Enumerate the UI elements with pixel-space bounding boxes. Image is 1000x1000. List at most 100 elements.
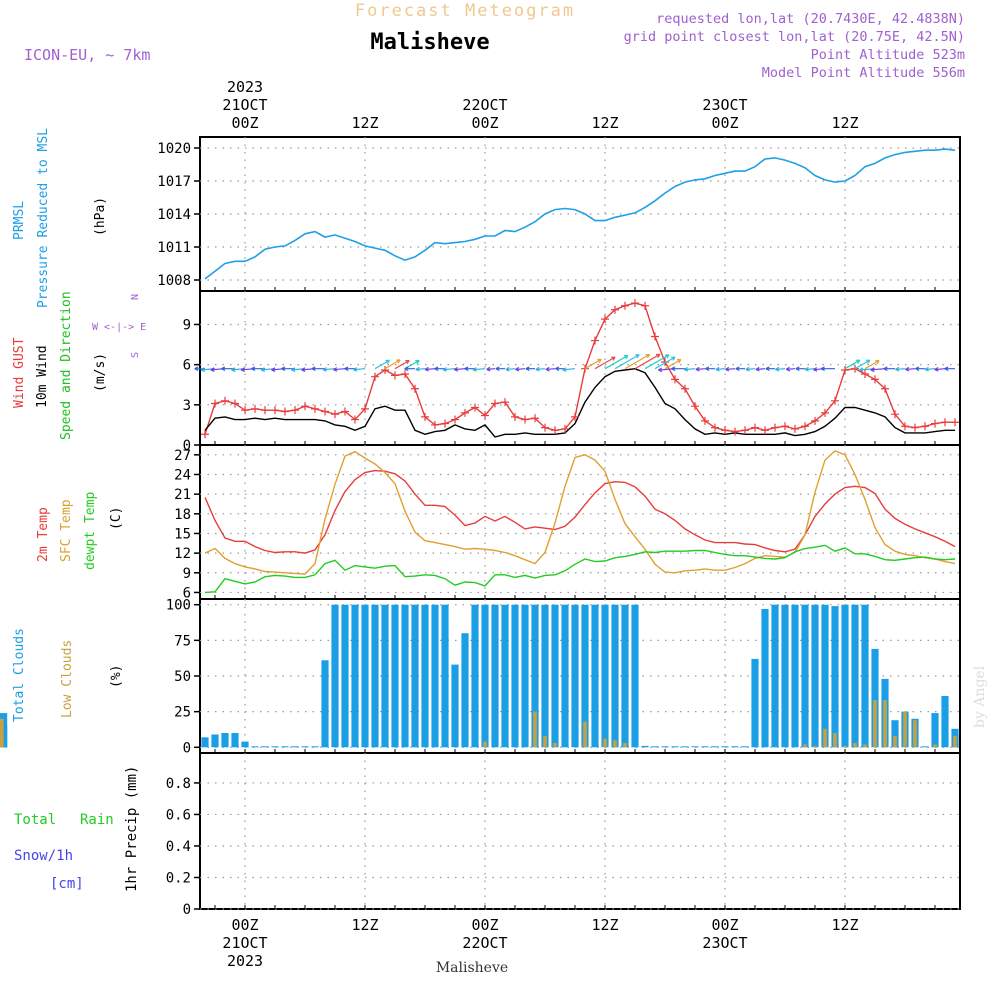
temp-ytick-label: 18 bbox=[174, 507, 191, 523]
wind-arrow bbox=[934, 366, 946, 372]
gust-marker bbox=[211, 399, 219, 408]
wind-arrow bbox=[775, 366, 786, 372]
gust-marker bbox=[771, 423, 779, 432]
legend-total: Total bbox=[14, 812, 56, 828]
wind-arrow bbox=[644, 354, 670, 370]
gust-marker bbox=[601, 315, 609, 324]
pressure-panel: PRMSL Pressure Reduced to MSL (hPa) 1008… bbox=[12, 128, 961, 308]
total-cloud-bar bbox=[281, 746, 289, 748]
gust-marker bbox=[461, 408, 469, 417]
total-cloud-bar bbox=[551, 604, 559, 748]
footer-location: Malisheve bbox=[436, 960, 508, 976]
total-cloud-bar bbox=[651, 746, 659, 748]
gust-marker bbox=[521, 415, 529, 424]
bottom-axis-label: 12Z bbox=[591, 916, 618, 934]
temp-ylabel: (C) bbox=[109, 507, 124, 530]
wind-arrow bbox=[695, 366, 706, 372]
total-cloud-bar bbox=[531, 604, 539, 748]
total-cloud-bar bbox=[291, 746, 299, 748]
total-cloud-bar bbox=[211, 734, 219, 748]
bottom-axis-label: 21OCT bbox=[222, 934, 267, 952]
top-axis-label: 00Z bbox=[711, 114, 738, 132]
pressure-line bbox=[204, 148, 956, 280]
wind-arrow bbox=[486, 366, 496, 372]
wind-arrow bbox=[322, 367, 336, 372]
precip-ytick-label: 0.6 bbox=[166, 807, 191, 823]
wind-arrow bbox=[864, 359, 880, 370]
total-cloud-bar bbox=[671, 746, 679, 748]
total-cloud-bar bbox=[441, 604, 449, 748]
gust-marker bbox=[841, 366, 849, 375]
total-cloud-bar bbox=[391, 604, 399, 748]
precip-ytick-label: 0.8 bbox=[166, 776, 191, 792]
legend-total-clouds: Total Clouds bbox=[12, 628, 27, 722]
gust-marker bbox=[821, 408, 829, 417]
gust-marker bbox=[811, 416, 819, 425]
wind-arrow bbox=[820, 366, 835, 372]
wind-arrow bbox=[624, 353, 651, 370]
wind-arrow bbox=[505, 366, 516, 372]
wind-arrow bbox=[634, 353, 661, 370]
gust-marker bbox=[691, 402, 699, 411]
wind-arrow bbox=[804, 366, 816, 372]
low-cloud-bar bbox=[933, 744, 937, 748]
gust-marker bbox=[331, 410, 339, 419]
wind-arrow bbox=[374, 359, 391, 370]
wind-arrow bbox=[944, 366, 955, 372]
total-cloud-bar bbox=[271, 746, 279, 748]
legend-wind-gust: Wind GUST bbox=[12, 337, 27, 408]
top-axis-label: 12Z bbox=[591, 114, 618, 132]
watermark: by Angel bbox=[972, 665, 988, 728]
gust-marker bbox=[241, 406, 249, 415]
total-cloud-bar bbox=[511, 604, 519, 748]
gust-marker bbox=[531, 414, 539, 423]
wind-arrow bbox=[705, 366, 715, 372]
total-cloud-bar bbox=[301, 746, 309, 748]
gust-marker bbox=[351, 415, 359, 424]
pressure-ytick-label: 1017 bbox=[157, 174, 191, 190]
gust-marker bbox=[611, 305, 619, 314]
gust-marker bbox=[501, 398, 509, 407]
wind-arrow bbox=[765, 366, 775, 372]
total-cloud-bar bbox=[381, 604, 389, 748]
low-cloud-bar bbox=[623, 743, 627, 748]
bottom-axis-label: 00Z bbox=[711, 916, 738, 934]
gust-marker bbox=[571, 412, 579, 421]
legend-sfc-temp: SFC Temp bbox=[59, 499, 74, 562]
gust-marker bbox=[361, 404, 369, 413]
total-cloud-bar bbox=[761, 609, 769, 748]
wind-arrow bbox=[453, 366, 466, 372]
total-cloud-bar bbox=[691, 746, 699, 748]
wind-arrow bbox=[434, 366, 445, 372]
compass-west-east: W <-|-> E bbox=[92, 322, 146, 333]
total-cloud-bar bbox=[741, 746, 749, 748]
cloud-ytick-label: 50 bbox=[174, 669, 191, 685]
pressure-ytick-label: 1011 bbox=[157, 240, 191, 256]
low-cloud-bar bbox=[483, 741, 487, 748]
total-cloud-bar bbox=[461, 633, 469, 748]
gust-marker bbox=[551, 426, 559, 435]
total-cloud-bar bbox=[501, 604, 509, 748]
total-cloud-bar bbox=[471, 604, 479, 748]
wind-arrow bbox=[472, 367, 486, 372]
total-cloud-bar bbox=[581, 604, 589, 748]
wind-arrow bbox=[683, 366, 696, 372]
wind-arrow bbox=[844, 359, 861, 370]
wind-arrow bbox=[895, 366, 906, 372]
cloud-ytick-label: 75 bbox=[174, 633, 191, 649]
wind-arrow bbox=[404, 366, 415, 372]
total-cloud-bar bbox=[351, 604, 359, 748]
total-cloud-bar bbox=[821, 604, 829, 748]
legend-snow-unit: [cm] bbox=[50, 876, 84, 892]
precip-frame bbox=[199, 752, 961, 910]
wind-arrow bbox=[905, 366, 916, 372]
total-cloud-bar bbox=[431, 604, 439, 748]
gust-marker bbox=[411, 384, 419, 393]
gust-marker bbox=[291, 406, 299, 415]
gust-marker bbox=[901, 422, 909, 431]
gust-marker bbox=[231, 399, 239, 408]
low-cloud-bar bbox=[0, 730, 4, 748]
total-cloud-bar bbox=[681, 746, 689, 748]
total-cloud-bar bbox=[371, 604, 379, 748]
total-cloud-bar bbox=[701, 746, 709, 748]
